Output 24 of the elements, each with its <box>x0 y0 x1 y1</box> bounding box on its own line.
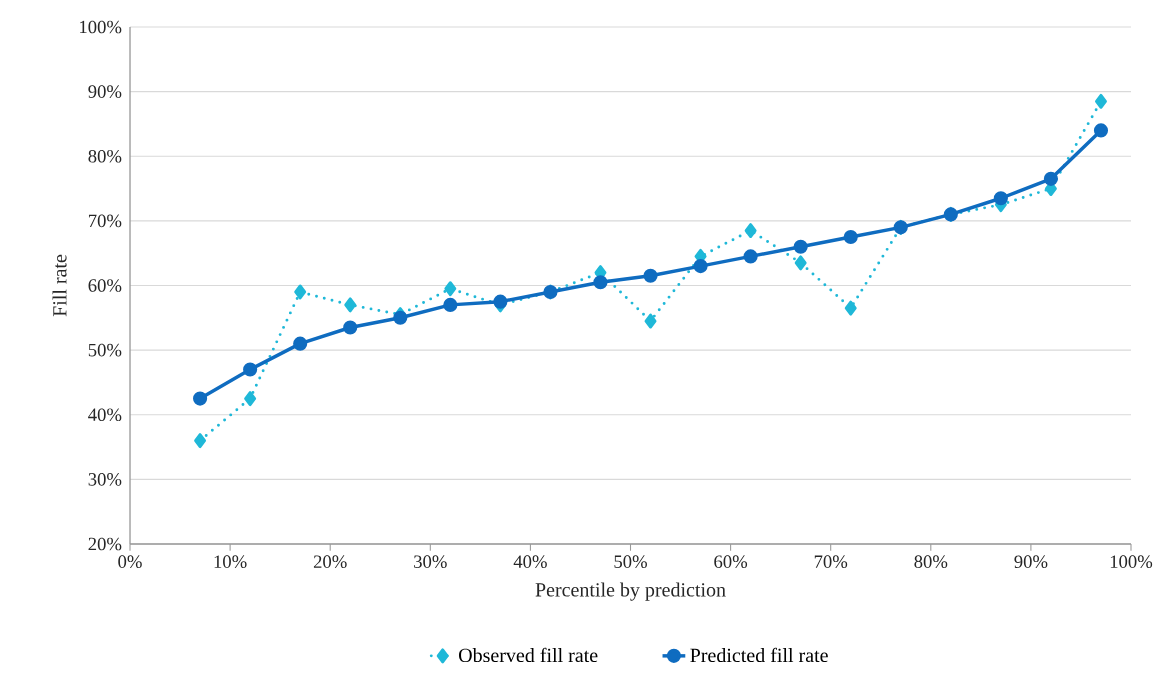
x-tick-label: 30% <box>414 555 447 569</box>
y-tick-label: 90% <box>88 85 122 98</box>
x-tick-label: 60% <box>714 555 748 569</box>
x-tick-label: 90% <box>1014 555 1048 569</box>
y-tick-label: 50% <box>88 343 122 357</box>
y-tick-label: 40% <box>88 408 122 422</box>
x-tick-label: 20% <box>313 555 347 569</box>
x-tick-label: 70% <box>814 555 848 569</box>
x-tick-label: 50% <box>614 555 647 569</box>
x-tick-label: 40% <box>513 555 547 569</box>
y-tick-label: 80% <box>88 149 122 163</box>
x-tick-label: 100% <box>1110 555 1153 569</box>
x-tick-label: 0% <box>118 555 142 569</box>
y-tick-label: 100% <box>80 20 122 34</box>
y-tick-label: 60% <box>88 279 122 292</box>
x-tick-label: 10% <box>214 555 247 569</box>
x-tick-label: 80% <box>914 555 948 569</box>
legend-label: Observed fill rate <box>459 647 598 663</box>
y-axis-title: Fill rate <box>52 254 67 317</box>
y-tick-label: 30% <box>88 473 122 486</box>
x-axis-title: Percentile by prediction <box>535 582 726 601</box>
y-tick-label: 70% <box>88 214 122 228</box>
y-tick-label: 20% <box>88 537 122 551</box>
legend-label: Predicted fill rate <box>690 647 828 663</box>
